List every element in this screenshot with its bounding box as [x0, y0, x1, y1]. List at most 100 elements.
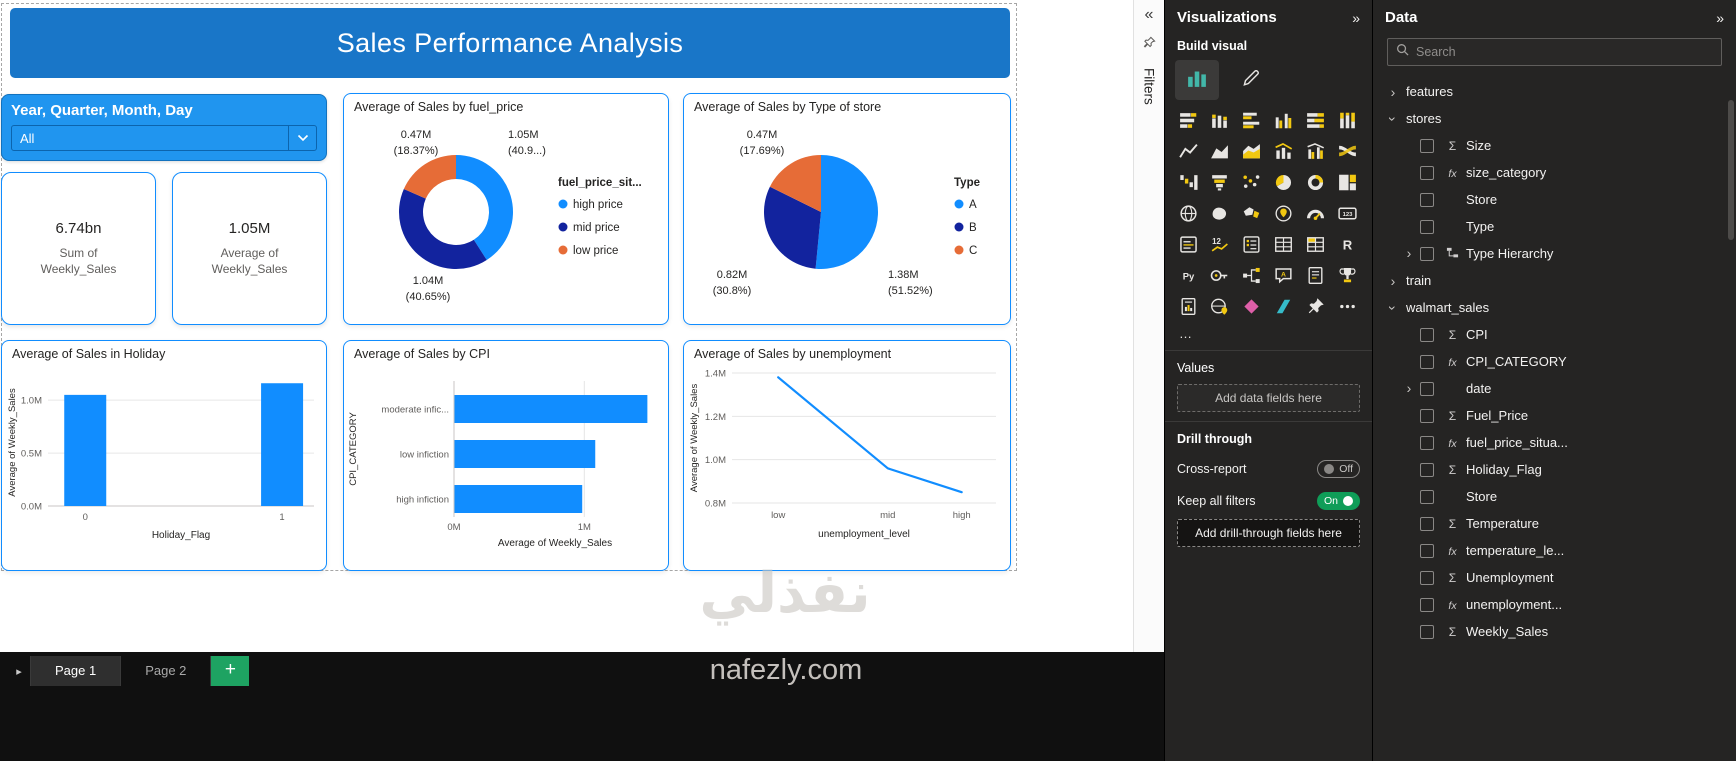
field-holiday-flag[interactable]: Σ Holiday_Flag: [1373, 456, 1736, 483]
field-checkbox[interactable]: [1420, 462, 1434, 477]
visual-pie-chart-icon[interactable]: [1269, 168, 1299, 197]
card-average-weekly-sales[interactable]: 1.05M Average of Weekly_Sales: [172, 172, 327, 325]
collapse-visualizations-pane-icon[interactable]: »: [1352, 9, 1360, 26]
add-page-button[interactable]: +: [211, 656, 250, 686]
visual-map-icon[interactable]: [1173, 199, 1203, 228]
expand-filters-pane-icon[interactable]: «: [1144, 6, 1154, 23]
scrollbar-thumb[interactable]: [1728, 100, 1734, 240]
values-field-well[interactable]: Add data fields here: [1177, 384, 1360, 412]
visual-stacked-column-chart-icon[interactable]: [1205, 106, 1235, 135]
field-weekly-sales[interactable]: Σ Weekly_Sales: [1373, 618, 1736, 645]
visual-waterfall-chart-icon[interactable]: [1173, 168, 1203, 197]
visual-power-automate-icon[interactable]: [1269, 292, 1299, 321]
visual-card-icon[interactable]: 123: [1332, 199, 1362, 228]
scrollbar[interactable]: [1728, 100, 1734, 400]
field-checkbox[interactable]: [1420, 192, 1434, 207]
field-checkbox[interactable]: [1420, 219, 1434, 234]
search-input[interactable]: [1416, 45, 1713, 59]
visual-r-script-visual-icon[interactable]: R: [1332, 230, 1362, 259]
chevron-right-icon[interactable]: ›: [1406, 244, 1412, 261]
visual-get-more-visuals-icon[interactable]: [1332, 292, 1362, 321]
field-checkbox[interactable]: [1420, 435, 1434, 450]
report-canvas[interactable]: Sales Performance Analysis Year, Quarter…: [0, 0, 1133, 652]
visual-slicer-icon[interactable]: [1237, 230, 1267, 259]
visual-clustered-column-chart-icon[interactable]: [1269, 106, 1299, 135]
tab-page-2[interactable]: Page 2: [121, 656, 212, 686]
visual-python-visual-icon[interactable]: Py: [1173, 261, 1203, 290]
field-checkbox[interactable]: [1420, 138, 1434, 153]
field-cpi[interactable]: Σ CPI: [1373, 321, 1736, 348]
visual-clustered-bar-chart-icon[interactable]: [1237, 106, 1267, 135]
table-walmart-sales[interactable]: › walmart_sales: [1373, 294, 1736, 321]
chevron-right-icon[interactable]: ›: [1390, 272, 1396, 289]
visual-paginated-report-icon[interactable]: [1173, 292, 1203, 321]
field-checkbox[interactable]: [1420, 165, 1434, 180]
visual-azure-map-icon[interactable]: [1269, 199, 1299, 228]
field-checkbox[interactable]: [1420, 597, 1434, 612]
chevron-down-icon[interactable]: ›: [1385, 116, 1401, 121]
field-checkbox[interactable]: [1420, 246, 1434, 261]
visual-metrics-icon[interactable]: [1332, 261, 1362, 290]
visual-filled-map-icon[interactable]: [1205, 199, 1235, 228]
field-checkbox[interactable]: [1420, 516, 1434, 531]
date-slicer-visual[interactable]: Year, Quarter, Month, Day All: [1, 94, 327, 161]
visual-area-chart-icon[interactable]: [1205, 137, 1235, 166]
chevron-down-icon[interactable]: [288, 126, 316, 150]
filters-pane-collapsed[interactable]: « Filters: [1133, 0, 1164, 652]
field-temperature[interactable]: Σ Temperature: [1373, 510, 1736, 537]
field-checkbox[interactable]: [1420, 381, 1434, 396]
build-visual-tab[interactable]: [1175, 60, 1219, 100]
field-cpi-category[interactable]: fx CPI_CATEGORY: [1373, 348, 1736, 375]
visual-donut-chart-icon[interactable]: [1300, 168, 1330, 197]
table-stores[interactable]: › stores: [1373, 105, 1736, 132]
tab-page-1[interactable]: Page 1: [30, 656, 122, 686]
field-fuel-price-situa[interactable]: fx fuel_price_situa...: [1373, 429, 1736, 456]
visual-funnel-chart-icon[interactable]: [1205, 168, 1235, 197]
drill-through-field-well[interactable]: Add drill-through fields here: [1177, 519, 1360, 547]
visual-power-apps-icon[interactable]: [1237, 292, 1267, 321]
visual-kpi-icon[interactable]: 12: [1205, 230, 1235, 259]
visual-smart-narrative-icon[interactable]: [1300, 261, 1330, 290]
field-unemployment[interactable]: fx unemployment...: [1373, 591, 1736, 618]
field-checkbox[interactable]: [1420, 327, 1434, 342]
field-type[interactable]: Type: [1373, 213, 1736, 240]
keep-all-filters-toggle[interactable]: On: [1316, 492, 1360, 510]
more-visuals-ellipsis[interactable]: …: [1179, 326, 1193, 341]
format-visual-tab[interactable]: [1229, 60, 1273, 100]
field-checkbox[interactable]: [1420, 489, 1434, 504]
pie-chart-sales-by-store-type[interactable]: Average of Sales by Type of store 1.38M (5…: [683, 93, 1011, 325]
chevron-down-icon[interactable]: ›: [1385, 305, 1401, 310]
visual-q-and-a-icon[interactable]: A: [1269, 261, 1299, 290]
visual-arcgis-map-icon[interactable]: [1205, 292, 1235, 321]
bar-chart-sales-by-cpi[interactable]: Average of Sales by CPI 0M 1M moderate infi…: [343, 340, 669, 571]
table-train[interactable]: › train: [1373, 267, 1736, 294]
column-chart-sales-in-holiday[interactable]: Average of Sales in Holiday 0.0M 0.5M 1.0M 0…: [1, 340, 327, 571]
visual-key-influencers-icon[interactable]: [1205, 261, 1235, 290]
visual-matrix-icon[interactable]: [1300, 230, 1330, 259]
line-chart-sales-by-unemployment[interactable]: Average of Sales by unemployment 0.8M 1.0M…: [683, 340, 1011, 571]
field-size-category[interactable]: fx size_category: [1373, 159, 1736, 186]
visual-100-stacked-column-chart-icon[interactable]: [1332, 106, 1362, 135]
visual-shape-map-icon[interactable]: [1237, 199, 1267, 228]
search-box[interactable]: [1387, 38, 1722, 66]
page-nav-chevron-icon[interactable]: ▸: [16, 665, 22, 678]
field-temperature-le[interactable]: fx temperature_le...: [1373, 537, 1736, 564]
card-sum-weekly-sales[interactable]: 6.74bn Sum of Weekly_Sales: [1, 172, 156, 325]
visual-scatter-chart-icon[interactable]: [1237, 168, 1267, 197]
field-checkbox[interactable]: [1420, 354, 1434, 369]
report-title-banner[interactable]: Sales Performance Analysis: [10, 8, 1010, 78]
visual-pinned-visual-icon[interactable]: [1300, 292, 1330, 321]
visual-decomposition-tree-icon[interactable]: [1237, 261, 1267, 290]
field-size[interactable]: Σ Size: [1373, 132, 1736, 159]
field-checkbox[interactable]: [1420, 570, 1434, 585]
donut-chart-sales-by-fuel-price[interactable]: Average of Sales by fuel_price 1.05M (40.9…: [343, 93, 669, 325]
field-type-hierarchy[interactable]: › Type Hierarchy: [1373, 240, 1736, 267]
visual-table-icon[interactable]: [1269, 230, 1299, 259]
pin-icon[interactable]: [1143, 36, 1156, 54]
visual-line-and-stacked-column-chart-icon[interactable]: [1269, 137, 1299, 166]
field-checkbox[interactable]: [1420, 408, 1434, 423]
visual-stacked-area-chart-icon[interactable]: [1237, 137, 1267, 166]
field-store[interactable]: Store: [1373, 186, 1736, 213]
collapse-data-pane-icon[interactable]: »: [1716, 9, 1724, 26]
field-store[interactable]: Store: [1373, 483, 1736, 510]
